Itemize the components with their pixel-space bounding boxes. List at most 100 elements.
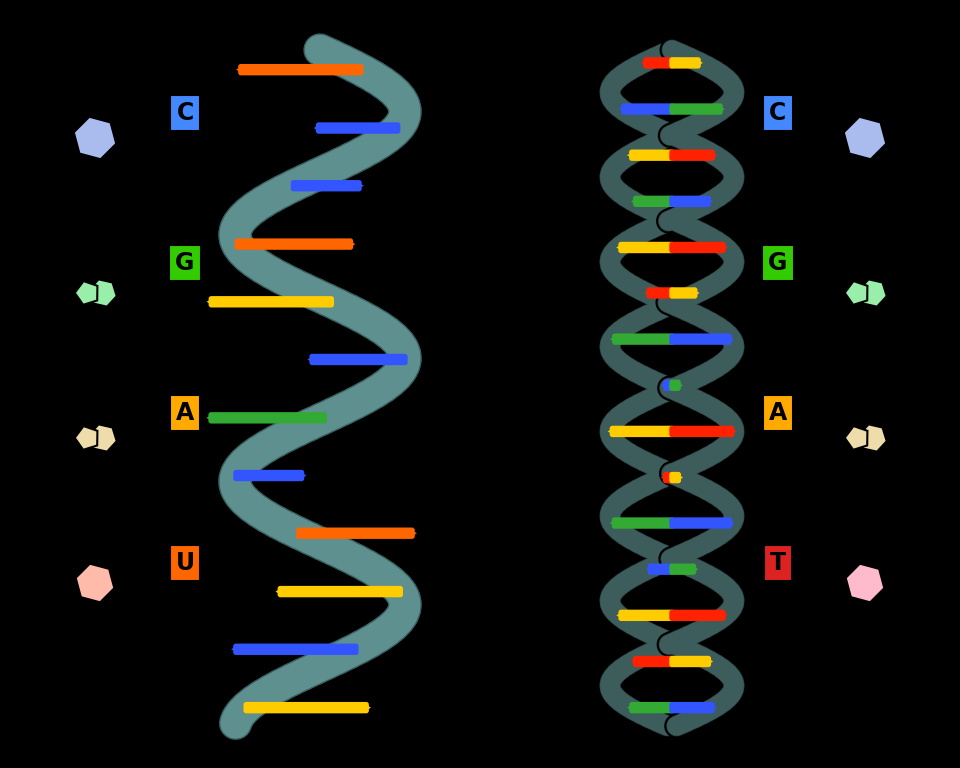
Polygon shape [89,280,117,306]
Polygon shape [631,657,638,666]
Polygon shape [721,611,728,620]
FancyBboxPatch shape [316,122,400,134]
FancyBboxPatch shape [610,425,675,437]
FancyBboxPatch shape [629,150,675,161]
Polygon shape [619,105,626,113]
Polygon shape [627,151,635,160]
Polygon shape [627,703,635,712]
Polygon shape [410,529,417,538]
Polygon shape [718,105,725,113]
FancyBboxPatch shape [291,180,362,191]
Polygon shape [276,588,282,596]
Polygon shape [610,335,617,343]
Text: A: A [769,401,787,425]
Text: T: T [770,551,786,575]
FancyBboxPatch shape [618,242,675,253]
FancyBboxPatch shape [669,518,732,528]
FancyBboxPatch shape [208,296,334,307]
FancyBboxPatch shape [238,64,364,75]
FancyBboxPatch shape [612,518,675,528]
FancyBboxPatch shape [663,472,675,483]
Polygon shape [730,427,736,435]
Polygon shape [692,289,700,297]
Text: A: A [176,401,194,425]
FancyBboxPatch shape [621,104,675,114]
FancyBboxPatch shape [618,610,675,621]
Polygon shape [660,473,668,482]
Polygon shape [691,565,698,574]
FancyBboxPatch shape [669,656,711,667]
Text: C: C [177,101,194,125]
Polygon shape [206,297,214,306]
FancyBboxPatch shape [663,379,675,391]
FancyBboxPatch shape [648,564,675,575]
FancyBboxPatch shape [669,564,696,575]
Polygon shape [721,243,728,252]
FancyBboxPatch shape [309,354,408,365]
FancyBboxPatch shape [669,610,726,621]
Polygon shape [89,425,117,452]
Text: G: G [176,251,195,275]
Polygon shape [307,356,315,364]
FancyBboxPatch shape [244,702,369,713]
Polygon shape [231,645,238,654]
Polygon shape [610,519,617,528]
FancyBboxPatch shape [669,425,734,437]
FancyBboxPatch shape [669,242,726,253]
Polygon shape [709,703,717,712]
Polygon shape [845,281,868,305]
FancyBboxPatch shape [669,196,711,207]
FancyBboxPatch shape [633,656,675,667]
Polygon shape [676,473,684,482]
FancyBboxPatch shape [208,412,327,423]
Polygon shape [75,426,97,450]
FancyBboxPatch shape [669,150,715,161]
Polygon shape [661,381,668,389]
FancyBboxPatch shape [629,702,675,713]
Polygon shape [75,281,97,305]
Text: G: G [768,251,788,275]
FancyBboxPatch shape [633,196,675,207]
FancyBboxPatch shape [669,379,681,391]
Polygon shape [844,117,886,159]
Polygon shape [608,427,614,435]
Polygon shape [706,657,713,666]
FancyBboxPatch shape [669,333,732,345]
Polygon shape [859,425,887,452]
FancyBboxPatch shape [296,528,415,539]
Polygon shape [676,381,683,389]
Polygon shape [300,472,306,480]
FancyBboxPatch shape [233,470,304,482]
Polygon shape [709,151,717,160]
FancyBboxPatch shape [643,57,675,68]
FancyBboxPatch shape [669,702,715,713]
Polygon shape [631,197,638,206]
FancyBboxPatch shape [669,57,701,68]
FancyBboxPatch shape [669,472,681,483]
Polygon shape [859,280,887,306]
Text: C: C [769,101,786,125]
Polygon shape [236,65,243,74]
Polygon shape [616,611,623,620]
Polygon shape [74,117,116,159]
FancyBboxPatch shape [612,333,675,345]
Polygon shape [364,703,371,712]
FancyBboxPatch shape [234,238,353,250]
Polygon shape [727,335,734,343]
Polygon shape [845,426,868,450]
FancyBboxPatch shape [233,644,359,655]
Text: U: U [176,551,195,575]
Polygon shape [846,564,884,602]
Polygon shape [727,519,734,528]
Polygon shape [706,197,713,206]
FancyBboxPatch shape [277,586,403,598]
Polygon shape [644,289,652,297]
FancyBboxPatch shape [669,287,698,299]
FancyBboxPatch shape [669,104,723,114]
FancyBboxPatch shape [646,287,675,299]
Polygon shape [206,414,213,422]
Polygon shape [357,181,364,190]
Polygon shape [314,124,321,132]
Polygon shape [696,58,703,67]
Polygon shape [641,58,648,67]
